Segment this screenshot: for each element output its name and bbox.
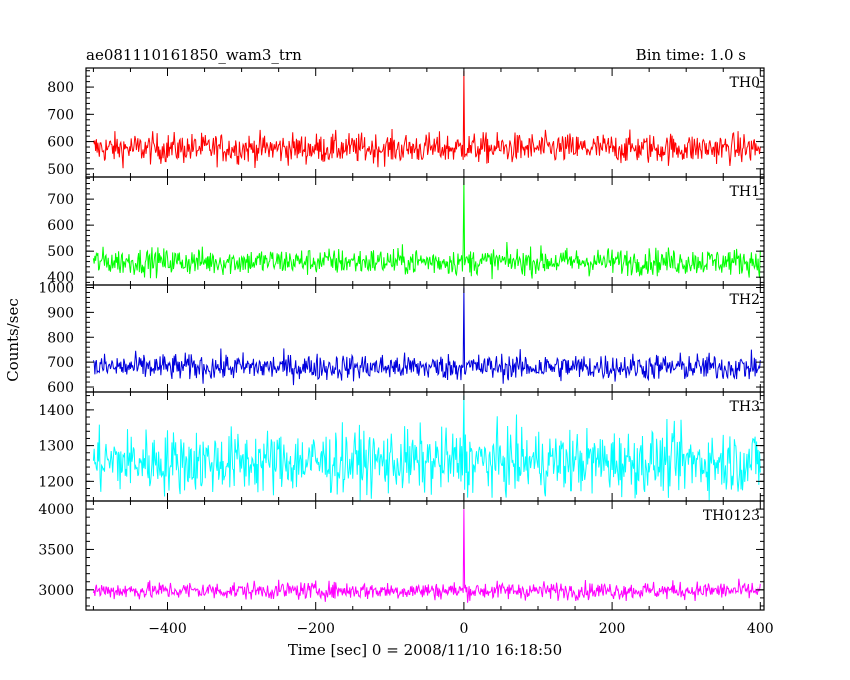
panel-label-th0: TH0 bbox=[730, 75, 760, 91]
panel-label-th0123: TH0123 bbox=[703, 508, 760, 524]
y-tick-label: 600 bbox=[47, 380, 74, 396]
y-tick-label: 3500 bbox=[38, 542, 74, 558]
plot-title-right: Bin time: 1.0 s bbox=[636, 46, 746, 64]
y-tick-label: 1400 bbox=[38, 403, 74, 419]
y-tick-label: 700 bbox=[47, 192, 74, 208]
x-axis-label: Time [sec] 0 = 2008/11/10 16:18:50 bbox=[288, 641, 562, 659]
series-line-th0 bbox=[92, 70, 761, 169]
y-tick-label: 500 bbox=[47, 244, 74, 260]
panel-th1: TH1 400 500 600 700 bbox=[47, 176, 765, 286]
series-line-th0123 bbox=[92, 509, 761, 603]
y-tick-label: 1300 bbox=[38, 439, 74, 455]
y-tick-label: 4000 bbox=[38, 502, 74, 518]
panel-label-th3: TH3 bbox=[730, 399, 760, 415]
series-line-th2 bbox=[92, 287, 761, 386]
series-line-th1 bbox=[92, 178, 761, 280]
y-tick-label: 1000 bbox=[38, 280, 74, 296]
y-tick-label: 3000 bbox=[38, 583, 74, 599]
y-tick-label: 500 bbox=[47, 162, 74, 178]
panel-label-th1: TH1 bbox=[730, 184, 760, 200]
x-tick-label: 0 bbox=[459, 621, 468, 637]
y-tick-label: 600 bbox=[47, 135, 74, 151]
plot-title-left: ae081110161850_wam3_trn bbox=[86, 46, 302, 64]
y-tick-label: 400 bbox=[47, 270, 74, 286]
y-tick-label: 800 bbox=[47, 80, 74, 96]
y-axis-label: Counts/sec bbox=[4, 298, 22, 382]
x-tick-label: 400 bbox=[747, 621, 774, 637]
series-line-th3 bbox=[92, 395, 761, 501]
y-tick-label: 700 bbox=[47, 355, 74, 371]
panels-group: TH0 500 600 700 800 TH1 400 500 600 700 TH2 600 700 8… bbox=[38, 67, 774, 637]
y-tick-label: 1200 bbox=[38, 474, 74, 490]
y-tick-label: 900 bbox=[47, 305, 74, 321]
x-tick-label: 200 bbox=[599, 621, 626, 637]
panel-th0123: TH0123 3000 3500 4000 bbox=[38, 500, 765, 611]
panel-frame bbox=[85, 500, 765, 611]
y-tick-label: 800 bbox=[47, 330, 74, 346]
x-tick-label: −400 bbox=[148, 621, 186, 637]
panel-label-th2: TH2 bbox=[730, 292, 760, 308]
y-tick-label: 700 bbox=[47, 107, 74, 123]
x-tick-label: −200 bbox=[296, 621, 334, 637]
y-tick-label: 600 bbox=[47, 218, 74, 234]
